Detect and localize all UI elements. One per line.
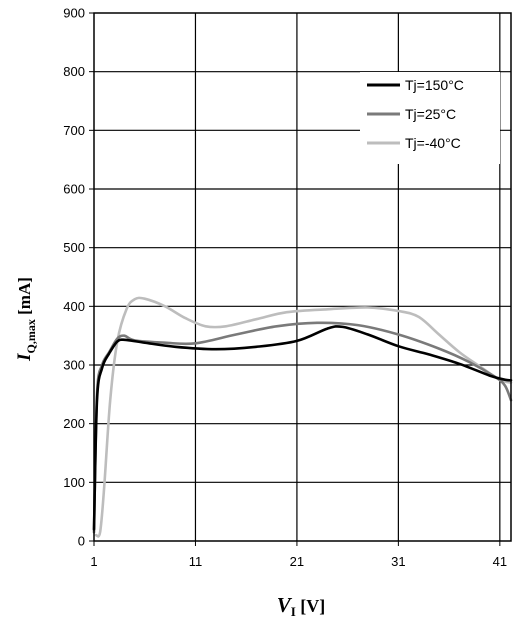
y-tick-label: 100 — [63, 475, 85, 490]
series-lines — [92, 296, 513, 538]
x-tick-label: 11 — [189, 554, 203, 569]
y-tick-label: 700 — [63, 123, 85, 138]
y-tick-label: 800 — [63, 64, 85, 79]
y-tick-label: 300 — [63, 358, 85, 373]
y-tick-label: 500 — [63, 240, 85, 255]
x-tick-label: 1 — [90, 554, 97, 569]
x-tick-label: 21 — [290, 554, 304, 569]
x-tick-label: 41 — [493, 554, 507, 569]
x-axis-title-unit: [V] — [296, 596, 326, 616]
y-axis-title: IQ,max [mA] — [14, 277, 38, 362]
y-tick-label: 900 — [63, 6, 85, 21]
y-tick-label: 600 — [63, 182, 85, 197]
legend-label-0: Tj=150°C — [405, 77, 464, 93]
series-line-1 — [92, 321, 513, 534]
series-line-0 — [92, 325, 513, 531]
y-axis-ticks: 0 100 200 300 400 500 600 700 800 900 — [63, 6, 94, 549]
y-tick-label: 200 — [63, 416, 85, 431]
legend-label-1: Tj=25°C — [405, 106, 456, 122]
y-axis-title-main: I — [14, 353, 35, 362]
x-axis-title: VI [V] — [277, 593, 326, 619]
y-tick-label: 0 — [78, 534, 85, 549]
x-axis-title-sub: I — [291, 604, 296, 619]
y-tick-label: 400 — [63, 299, 85, 314]
legend-box — [360, 72, 500, 164]
series-line-2 — [94, 296, 513, 538]
legend: Tj=150°C Tj=25°C Tj=-40°C — [360, 72, 500, 164]
y-axis-title-sub: Q,max — [24, 319, 38, 353]
legend-label-2: Tj=-40°C — [405, 135, 461, 151]
y-axis-title-unit: [mA] — [15, 277, 34, 319]
plot-area-frame — [93, 12, 512, 542]
x-axis-title-main: V — [277, 593, 293, 617]
x-axis-ticks: 1 11 21 31 41 — [90, 541, 507, 569]
x-tick-label: 31 — [391, 554, 405, 569]
